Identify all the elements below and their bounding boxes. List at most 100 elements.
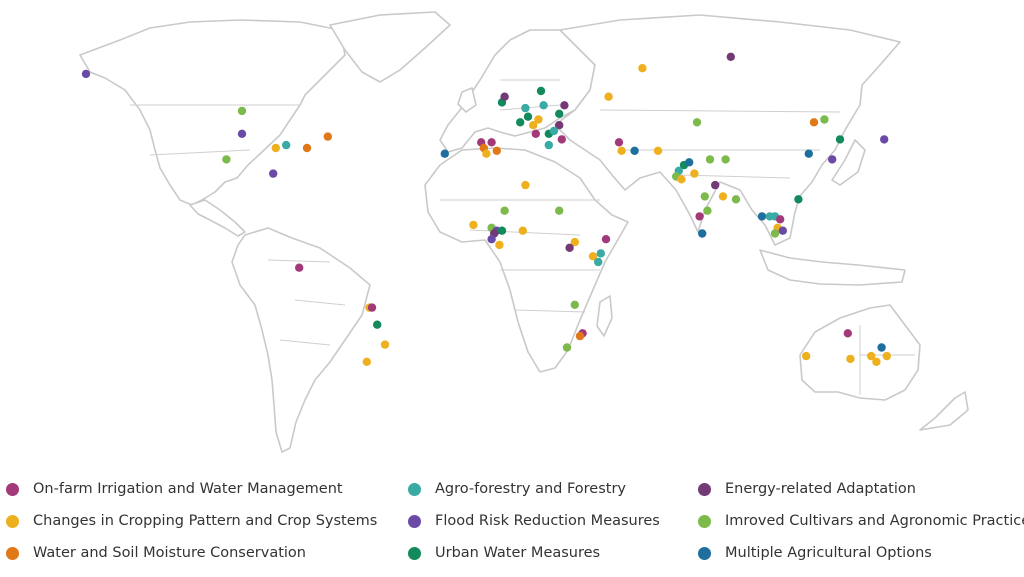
map-point-urban [794, 195, 803, 204]
map-point-energy [711, 180, 720, 190]
legend-label-cultivars: Imroved Cultivars and Agronomic Practice… [725, 513, 1024, 529]
map-point-irrigation [776, 215, 785, 224]
map-point-cropping [690, 169, 699, 178]
map-point-cultivars [692, 118, 702, 127]
land-madagascar [596, 295, 613, 337]
map-point-cultivars [570, 300, 579, 309]
legend-label-soil: Water and Soil Moisture Conservation [33, 545, 306, 561]
map-point-energy [555, 121, 564, 130]
map-point-cropping [469, 220, 478, 230]
landmasses [79, 11, 969, 453]
legend-item-irrigation: On-farm Irrigation and Water Management [6, 474, 343, 504]
legend-label-multiple: Multiple Agricultural Options [725, 545, 932, 561]
map-point-irrigation [487, 138, 496, 147]
legend-marker-cultivars [698, 514, 711, 528]
map-point-cultivars [237, 106, 247, 116]
land-africa [424, 147, 629, 373]
map-point-irrigation [295, 263, 304, 272]
legend-item-cropping: Changes in Cropping Pattern and Crop Sys… [6, 506, 377, 536]
legend-item-soil: Water and Soil Moisture Conservation [6, 538, 306, 568]
legend-label-cropping: Changes in Cropping Pattern and Crop Sys… [33, 513, 378, 529]
map-point-cropping [518, 226, 527, 235]
map-point-cropping [653, 146, 663, 155]
legend-label-irrigation: On-farm Irrigation and Water Management [33, 481, 343, 497]
map-point-forestry [539, 101, 548, 110]
land-south-america [231, 227, 371, 453]
legend-marker-urban [408, 546, 421, 560]
map-point-energy [500, 92, 509, 101]
map-point-urban [373, 320, 382, 329]
map-point-soil [302, 143, 312, 153]
map-point-soil [809, 118, 819, 127]
land-north-america [79, 19, 346, 206]
map-point-cropping [604, 92, 613, 101]
map-point-cultivars [700, 192, 709, 201]
map-point-cropping [570, 237, 579, 247]
legend-item-forestry: Agro-forestry and Forestry [408, 474, 626, 504]
world-map-svg [79, 11, 969, 453]
map-point-urban [523, 112, 533, 121]
map-point-cultivars [721, 155, 730, 164]
map-point-cropping [534, 115, 543, 124]
map-point-flood [880, 135, 889, 144]
country-borders [130, 79, 915, 395]
map-point-cropping [882, 351, 891, 361]
legend-marker-energy [698, 482, 711, 496]
map-point-urban [555, 109, 564, 119]
map-point-irrigation [695, 212, 704, 221]
land-japan [831, 139, 866, 186]
map-point-forestry [549, 126, 559, 136]
map-point-cultivars [562, 343, 572, 352]
map-point-flood [778, 226, 787, 235]
legend-item-urban: Urban Water Measures [408, 538, 600, 568]
legend-item-cultivars: Imroved Cultivars and Agronomic Practice… [698, 506, 1024, 536]
map-point-cultivars [731, 195, 741, 204]
map-point-cropping [718, 192, 728, 201]
legend-marker-cropping [6, 514, 19, 528]
legend-label-energy: Energy-related Adaptation [725, 481, 916, 497]
map-point-irrigation [557, 135, 566, 144]
map-point-energy [560, 101, 569, 110]
land-asia [554, 14, 901, 246]
map-point-urban [497, 226, 507, 235]
map-point-flood [487, 235, 496, 244]
map-point-multiple [698, 229, 707, 238]
map-point-urban [835, 135, 845, 144]
map-point-cropping [521, 180, 530, 190]
legend-marker-irrigation [6, 482, 19, 496]
map-point-irrigation [601, 235, 611, 244]
map-point-multiple [877, 343, 886, 352]
map-point-cultivars [703, 206, 712, 215]
map-point-cropping [677, 175, 686, 184]
map-point-flood [269, 169, 278, 178]
legend-label-urban: Urban Water Measures [435, 545, 601, 561]
map-point-multiple [685, 158, 694, 167]
map-point-soil [323, 132, 332, 141]
legend-marker-flood [408, 514, 421, 528]
legend-label-flood: Flood Risk Reduction Measures [435, 513, 660, 529]
map-point-cultivars [222, 155, 231, 164]
land-greenland [329, 11, 451, 83]
map-point-cropping [482, 149, 491, 158]
map-point-cultivars [555, 206, 564, 215]
map-point-cultivars [820, 115, 829, 124]
map-point-forestry [521, 103, 530, 113]
legend-item-energy: Energy-related Adaptation [698, 474, 916, 504]
land-central-america [189, 199, 246, 237]
map-point-cropping [362, 357, 371, 366]
legend-label-forestry: Agro-forestry and Forestry [435, 481, 626, 497]
map-point-forestry [544, 140, 553, 150]
map-point-cropping [802, 351, 811, 361]
map-point-cropping [529, 121, 538, 130]
map-point-multiple [440, 149, 449, 158]
map-point-multiple [757, 212, 767, 221]
map-point-forestry [282, 140, 291, 150]
map-point-cultivars [705, 155, 715, 164]
map-point-cropping [588, 252, 598, 261]
map-point-cropping [380, 340, 390, 349]
map-point-irrigation [531, 129, 540, 138]
map-point-cropping [617, 146, 626, 155]
map-point-irrigation [367, 303, 377, 312]
land-uk [457, 87, 477, 113]
legend-marker-multiple [698, 546, 711, 560]
